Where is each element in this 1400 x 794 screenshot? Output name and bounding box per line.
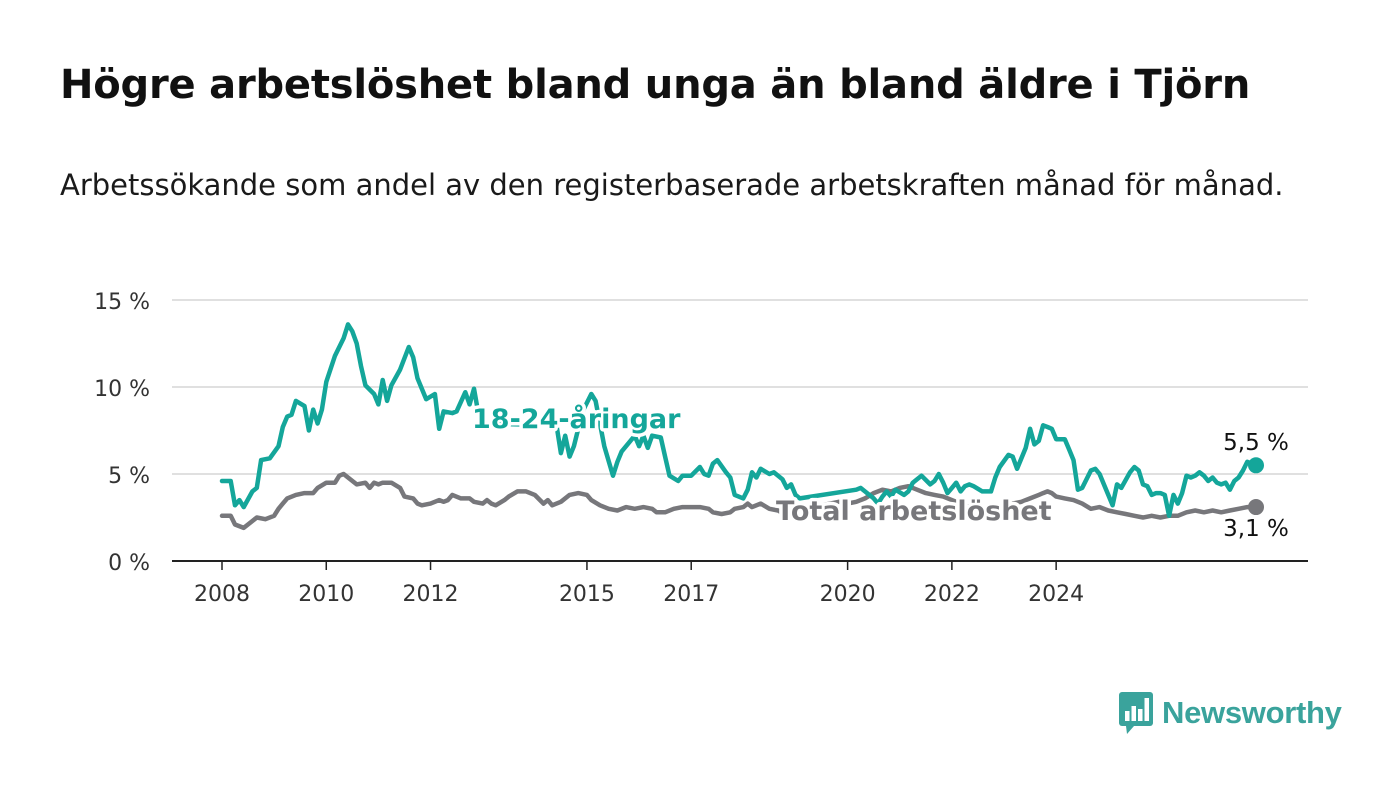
end-value-total: 3,1 %	[1223, 516, 1289, 542]
y-tick-label: 10 %	[94, 377, 150, 402]
x-tick-label: 2012	[403, 582, 459, 607]
chart-subtitle: Arbetssökande som andel av den registerb…	[60, 168, 1284, 202]
y-tick-label: 5 %	[108, 464, 150, 489]
x-tick-label: 2017	[663, 582, 719, 607]
y-tick-label: 0 %	[108, 551, 150, 576]
end-point-youth	[1248, 457, 1264, 474]
x-tick-label: 2010	[298, 582, 354, 607]
x-tick-label: 2008	[194, 582, 250, 607]
bar-chart-logo-icon	[1119, 692, 1153, 734]
series-lines	[219, 322, 1264, 531]
end-point-total	[1248, 499, 1264, 516]
series-label-youth: 18-24-åringar	[472, 403, 681, 435]
newsworthy-logo[interactable]: Newsworthy	[1118, 690, 1342, 736]
series-line-total	[219, 471, 1259, 531]
series-label-total: Total arbetslöshet	[776, 496, 1052, 527]
x-tick-label: 2024	[1028, 582, 1084, 607]
y-tick-label: 15 %	[94, 290, 150, 315]
x-tick-label: 2022	[924, 582, 980, 607]
end-value-youth: 5,5 %	[1223, 430, 1289, 456]
axes: 0 % 5 % 10 % 15 % 2008 2010 2012 2015 2017 2020 20…	[94, 290, 1308, 607]
series-labels: 18-24-åringar Total arbetslöshet 5,5 % 3,1 …	[469, 400, 1292, 545]
x-tick-label: 2015	[559, 582, 615, 607]
brand-name: Newsworthy	[1162, 695, 1342, 730]
series-line-youth	[219, 322, 1259, 519]
x-tick-label: 2020	[820, 582, 876, 607]
chart-title: Högre arbetslöshet bland unga än bland ä…	[60, 62, 1251, 108]
grid-lines	[172, 299, 1308, 475]
